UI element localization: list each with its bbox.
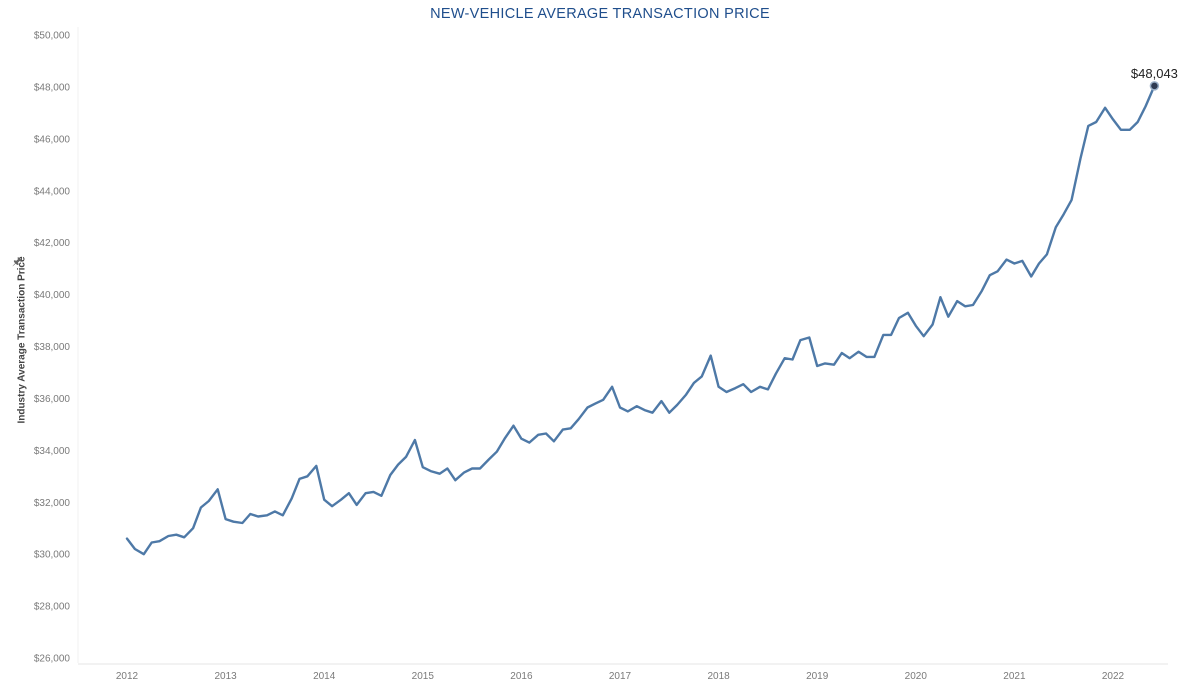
y-tick-label: $32,000 (34, 498, 71, 509)
y-tick-label: $44,000 (34, 186, 71, 197)
y-tick-label: $36,000 (34, 394, 71, 405)
y-tick-label: $48,000 (34, 83, 71, 94)
y-tick-label: $46,000 (34, 134, 71, 145)
y-tick-label: $26,000 (34, 654, 71, 665)
series-layer (125, 84, 1156, 556)
x-tick-label: 2019 (806, 671, 829, 682)
pin-icon[interactable]: 🖈 (12, 256, 23, 268)
y-tick-label: $38,000 (34, 342, 71, 353)
x-tick-label: 2018 (707, 671, 730, 682)
x-tick-label: 2020 (905, 671, 928, 682)
last-value-label: $48,043 (1131, 66, 1178, 81)
x-tick-label: 2014 (313, 671, 336, 682)
annotation-layer: $48,043 (1131, 66, 1178, 91)
x-tick-label: 2021 (1003, 671, 1026, 682)
x-tick-label: 2022 (1102, 671, 1125, 682)
y-tick-label: $50,000 (34, 31, 71, 42)
y-axis: $26,000 $28,000 $30,000 $32,000 $34,000 $36,0… (34, 27, 79, 665)
y-tick-label: $30,000 (34, 550, 71, 561)
y-tick-label: $28,000 (34, 602, 71, 613)
y-tick-label: $34,000 (34, 446, 71, 457)
y-tick-label: $42,000 (34, 238, 71, 249)
x-tick-label: 2016 (510, 671, 533, 682)
x-tick-label: 2015 (412, 671, 435, 682)
x-tick-label: 2017 (609, 671, 632, 682)
chart-title: NEW-VEHICLE AVERAGE TRANSACTION PRICE (430, 6, 770, 22)
x-axis: 2012 2013 2014 2015 2016 2017 2018 2019 2020 2021… (78, 663, 1168, 682)
y-tick-label: $40,000 (34, 290, 71, 301)
x-tick-label: 2012 (116, 671, 139, 682)
last-point-marker[interactable] (1149, 81, 1160, 91)
x-tick-label: 2013 (214, 671, 237, 682)
series-line (125, 84, 1156, 556)
